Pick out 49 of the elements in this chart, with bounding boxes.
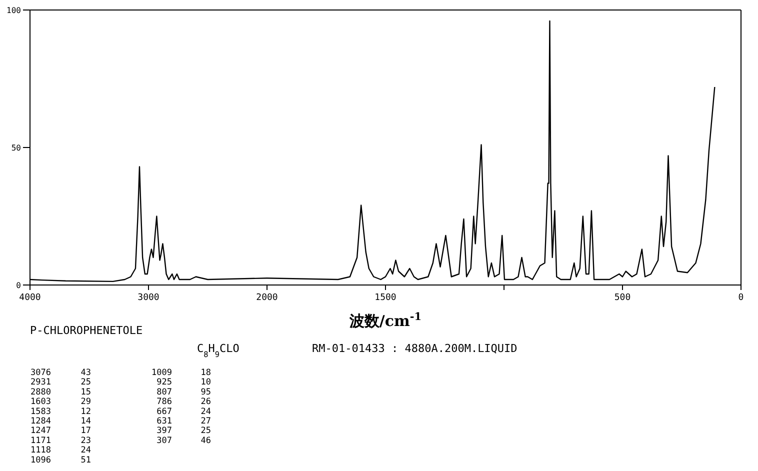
text: C$_{8}$H$_{9}$CLO (197, 342, 240, 358)
text: 15 (80, 387, 91, 398)
text: 43 (80, 368, 91, 378)
x-axis-title: 波数/cm$^{-1}$ (348, 311, 422, 330)
text: P-CHLOROPHENETOLE (30, 324, 143, 337)
text: 1583 (30, 406, 51, 417)
x-tick-label: 3000 (138, 293, 160, 303)
text: 12 (80, 406, 91, 417)
text: RM-01-01433 : 4880A.200M.LIQUID (312, 342, 518, 355)
text: 51 (80, 455, 91, 466)
text: 667 (156, 406, 172, 417)
x-tick-label: 1500 (374, 293, 396, 303)
text: 631 (156, 416, 172, 426)
text: 1603 (30, 397, 51, 408)
text: 29 (80, 397, 91, 408)
x-tick-label: 4000 (19, 293, 41, 303)
text: 397 (156, 426, 172, 436)
text: 2880 (30, 387, 51, 398)
text: 925 (156, 378, 172, 388)
text: 25 (200, 426, 211, 436)
text: 1284 (30, 416, 51, 426)
text: 24 (80, 446, 91, 456)
text: 1096 (30, 455, 51, 466)
text: 3076 (30, 368, 51, 378)
text: 2931 (30, 378, 51, 388)
text: 807 (156, 387, 172, 398)
text: 10 (200, 378, 211, 388)
text: 14 (80, 416, 91, 426)
y-tick-label: 50 (11, 144, 22, 152)
y-tick-label: 100 (6, 6, 22, 15)
text: 27 (200, 416, 211, 426)
text: 1009 (152, 368, 172, 378)
text: 25 (80, 378, 91, 388)
text: 18 (200, 368, 211, 378)
x-tick-label: 0 (738, 293, 744, 303)
text: 95 (200, 387, 211, 398)
text: 307 (156, 436, 172, 446)
text: 786 (156, 397, 172, 408)
text: 26 (200, 397, 211, 408)
text: 1118 (30, 446, 51, 456)
text: 24 (200, 406, 211, 417)
text: 46 (200, 436, 211, 446)
text: 23 (80, 436, 91, 446)
y-tick-label: 0 (16, 281, 22, 290)
text: 1247 (30, 426, 51, 436)
x-tick-label: 2000 (256, 293, 278, 303)
text: 1171 (30, 436, 51, 446)
x-tick-label: 500 (614, 293, 631, 303)
text: 17 (80, 426, 91, 436)
